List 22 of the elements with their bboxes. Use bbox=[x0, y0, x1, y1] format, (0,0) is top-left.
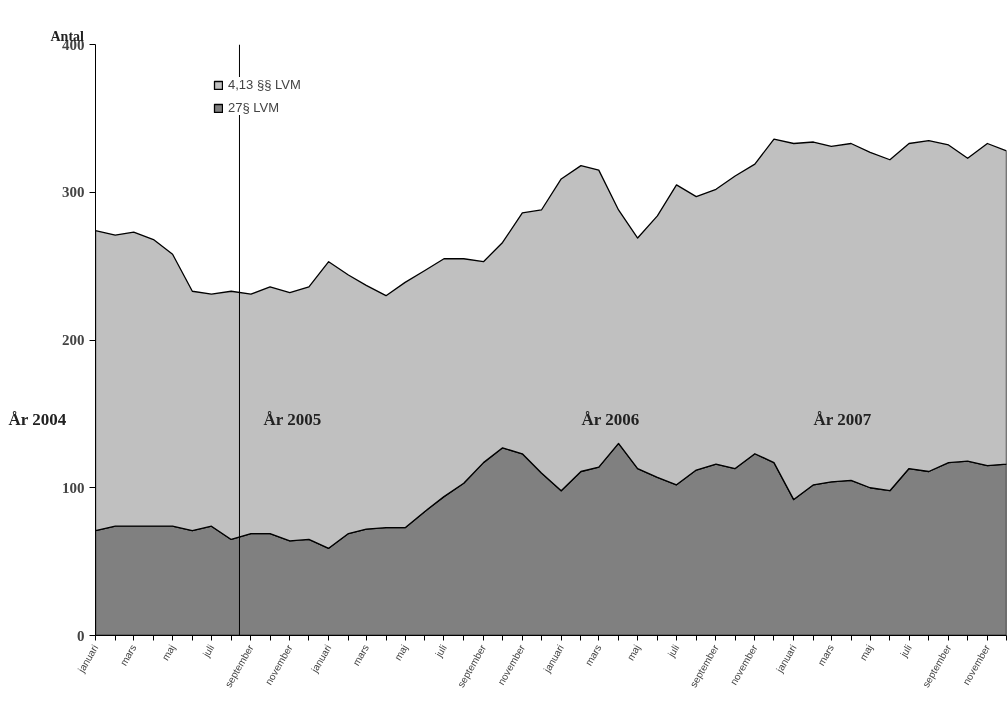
legend-label: 27§ LVM bbox=[228, 100, 280, 115]
x-tick-label: mars bbox=[582, 642, 604, 668]
x-tick-label: maj bbox=[392, 642, 410, 663]
y-tick-label: 200 bbox=[62, 332, 85, 348]
x-tick-label: maj bbox=[857, 642, 875, 663]
x-tick-label: juli bbox=[200, 642, 217, 660]
x-tick-label: juli bbox=[897, 642, 914, 660]
text: År 2004 bbox=[8, 409, 67, 429]
x-tick-label: juli bbox=[432, 642, 449, 660]
legend-label: 4,13 §§ LVM bbox=[228, 77, 301, 92]
y-tick-label: 100 bbox=[62, 479, 85, 496]
x-tick-label: juli bbox=[665, 642, 682, 660]
x-tick-label: mars bbox=[350, 642, 372, 668]
y-tick-label: 300 bbox=[62, 184, 85, 201]
annotation: År 2005 bbox=[263, 409, 322, 429]
annotation: År 2006 bbox=[581, 409, 640, 429]
y-tick-label: 0 bbox=[77, 627, 85, 644]
x-tick-label: mars bbox=[815, 642, 837, 668]
x-tick-label: maj bbox=[624, 642, 643, 663]
x-tick-label: maj bbox=[159, 642, 178, 663]
annotation: År 2007 bbox=[813, 409, 872, 429]
x-tick-label: mars bbox=[117, 642, 139, 668]
